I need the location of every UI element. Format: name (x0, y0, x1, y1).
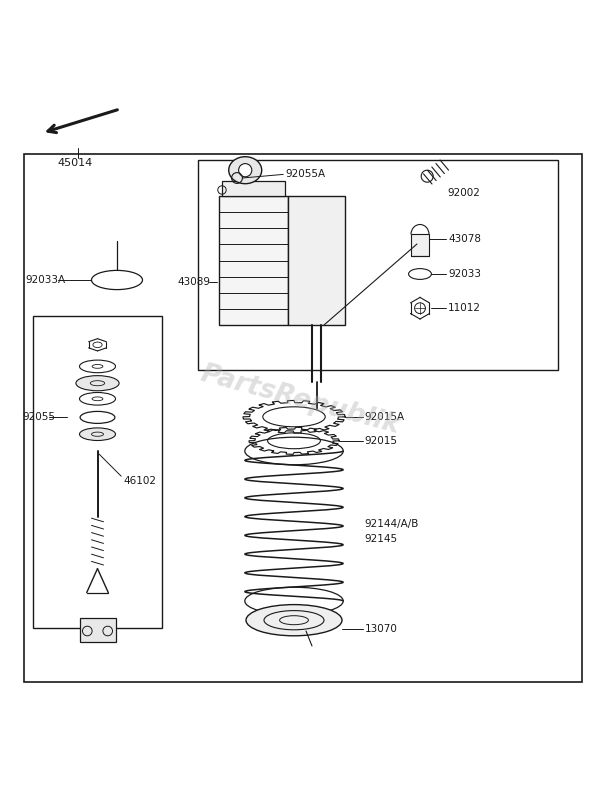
Text: 92033: 92033 (448, 269, 481, 279)
Text: 43078: 43078 (448, 234, 481, 244)
Text: 92033A: 92033A (25, 275, 65, 285)
Text: 92055: 92055 (22, 413, 55, 422)
Text: 92055A: 92055A (285, 170, 325, 179)
Text: 13070: 13070 (365, 624, 398, 634)
Text: 46102: 46102 (123, 476, 156, 486)
Text: 92015A: 92015A (365, 412, 405, 422)
Text: 92145: 92145 (365, 534, 398, 544)
Bar (411, 234, 429, 256)
Text: 43089: 43089 (177, 277, 210, 286)
Text: 45014: 45014 (57, 158, 92, 168)
Circle shape (239, 163, 252, 177)
Bar (79, 618, 115, 642)
Ellipse shape (229, 157, 262, 184)
Text: 92015: 92015 (365, 436, 398, 446)
Bar (288, 196, 345, 325)
Text: 11012: 11012 (448, 303, 481, 313)
Bar (33, 316, 162, 628)
Ellipse shape (246, 605, 342, 636)
Bar (222, 181, 285, 196)
Ellipse shape (76, 376, 119, 390)
Text: 92002: 92002 (447, 188, 480, 198)
Text: PartsRepublik: PartsRepublik (197, 361, 403, 439)
Bar (198, 160, 558, 370)
Bar (24, 154, 582, 682)
Text: 92144/A/B: 92144/A/B (365, 519, 419, 530)
Ellipse shape (79, 428, 115, 441)
Bar (219, 196, 288, 325)
